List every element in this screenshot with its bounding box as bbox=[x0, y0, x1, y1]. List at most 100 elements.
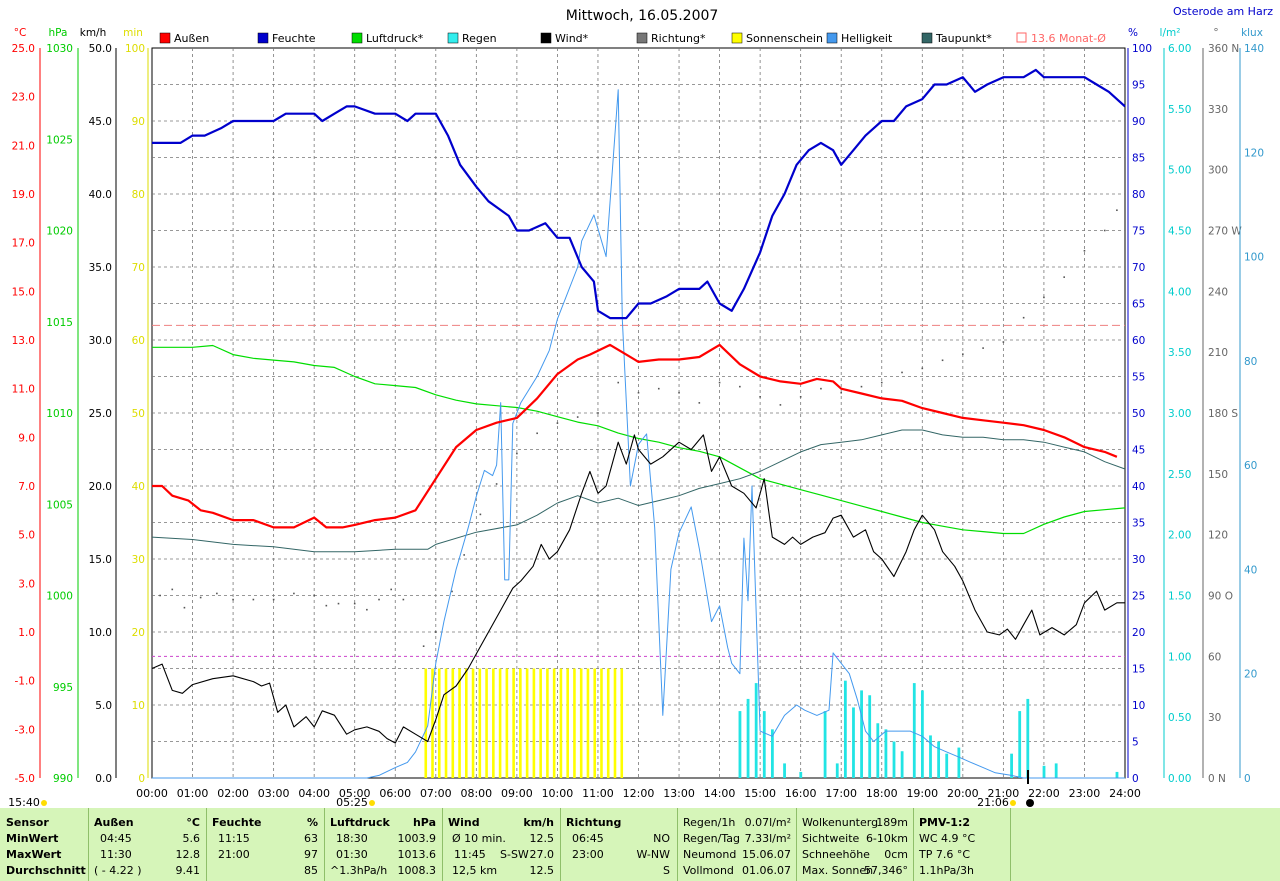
hum-tick-label: 80 bbox=[1132, 189, 1145, 201]
wind-avg10-value: 12.5 bbox=[529, 832, 555, 845]
rain-unit-label: l/m² bbox=[1160, 27, 1181, 39]
axes: 25.0 23.0 21.0 19.0 17.0 15.0 13.0 11.0 9.0 7.0 5.… bbox=[12, 43, 1264, 785]
x-tick-label: 03:00 bbox=[258, 787, 290, 800]
aussen-min-time: 04:45 bbox=[100, 832, 132, 845]
sun-tick-label: 100 bbox=[125, 43, 145, 55]
wind-run: 12,5 km bbox=[452, 864, 498, 877]
wind-tick-label: 35.0 bbox=[89, 262, 112, 274]
pmv-wc: WC 4.9 °C bbox=[919, 832, 976, 845]
sunshine-bar bbox=[620, 668, 624, 778]
summary-wolken: Wolkenunterg 189m Sichtweite 6-10km Schnee… bbox=[802, 808, 910, 881]
regen-1h-value: 0.07l/m² bbox=[744, 816, 791, 829]
x-tick-label: 21:00 bbox=[988, 787, 1020, 800]
hum-tick-label: 100 bbox=[1132, 43, 1152, 55]
direction-point bbox=[718, 381, 721, 384]
sunshine-bar bbox=[498, 668, 502, 778]
legend-item: 13.6 Monat-Ø bbox=[1016, 32, 1106, 45]
sunshine-bar bbox=[485, 668, 488, 778]
dir-tick-label: 60 bbox=[1208, 651, 1221, 663]
sunshine-bar bbox=[539, 668, 542, 778]
legend-label: Regen bbox=[462, 32, 497, 45]
summary-panel: Sensor MinWert MaxWert Durchschnitt Auße… bbox=[0, 808, 1280, 881]
rain-tick-label: 1.50 bbox=[1168, 591, 1191, 603]
feuchte-max-value: 97 bbox=[304, 848, 318, 861]
sunshine-bar bbox=[519, 668, 522, 778]
lux-tick-label: 20 bbox=[1244, 669, 1257, 681]
x-tick-label: 14:00 bbox=[704, 787, 736, 800]
lux-tick-label: 0 bbox=[1244, 773, 1251, 785]
wind-tick-label: 25.0 bbox=[89, 408, 112, 420]
legend-label: Richtung* bbox=[651, 32, 706, 45]
rain-bar bbox=[957, 747, 961, 778]
temp-tick-label: 25.0 bbox=[12, 43, 35, 55]
aussen-unit: °C bbox=[186, 816, 200, 829]
direction-point bbox=[463, 554, 465, 556]
summary-sensor: Sensor MinWert MaxWert Durchschnitt bbox=[6, 808, 86, 881]
series-line-wind bbox=[151, 434, 1125, 744]
legend-item: Luftdruck* bbox=[351, 32, 424, 45]
dir-tick-label: 330 bbox=[1208, 104, 1228, 116]
temp-tick-label: -5.0 bbox=[15, 773, 36, 785]
hum-tick-label: 60 bbox=[1132, 335, 1145, 347]
x-tick-label: 09:00 bbox=[501, 787, 533, 800]
temp-tick-label: 9.0 bbox=[18, 432, 35, 444]
direction-point bbox=[739, 385, 741, 388]
luftdruck-avg-value: 1008.3 bbox=[397, 864, 437, 877]
hum-tick-label: 45 bbox=[1132, 445, 1145, 457]
wind-tick-label: 50.0 bbox=[89, 43, 112, 55]
rain-bar bbox=[1026, 698, 1030, 778]
sunshine-bar bbox=[525, 668, 529, 778]
legend-swatch bbox=[447, 32, 459, 44]
direction-point bbox=[402, 598, 405, 601]
direction-point bbox=[1022, 316, 1025, 319]
hum-tick-label: 40 bbox=[1132, 481, 1145, 493]
sun-tick-label: 30 bbox=[132, 554, 145, 566]
wind-max-time: 11:45 bbox=[454, 848, 486, 861]
sunshine-bar bbox=[444, 668, 448, 778]
direction-point bbox=[1116, 209, 1118, 212]
hum-tick-label: 30 bbox=[1132, 554, 1145, 566]
legend-swatch bbox=[257, 32, 269, 44]
legend-item: Wind* bbox=[540, 32, 589, 45]
legend-item: Feuchte bbox=[257, 32, 316, 45]
direction-point bbox=[479, 513, 482, 516]
hum-tick-label: 90 bbox=[1132, 116, 1145, 128]
sunshine-bar bbox=[431, 668, 434, 778]
direction-point bbox=[556, 422, 559, 424]
wind-max-value: 27.0 bbox=[529, 848, 555, 861]
dir-tick-label: 0 N bbox=[1208, 773, 1226, 785]
regen-tag-value: 7.33l/m² bbox=[744, 832, 791, 845]
rain-bar bbox=[754, 683, 758, 778]
rain-tick-label: 4.50 bbox=[1168, 226, 1191, 238]
lux-tick-label: 40 bbox=[1244, 564, 1257, 576]
sunshine-bar bbox=[512, 668, 515, 778]
legend-swatch bbox=[351, 32, 363, 44]
series-line-helligkeit bbox=[152, 89, 1125, 779]
legend-label: Luftdruck* bbox=[366, 32, 424, 45]
direction-point bbox=[199, 596, 202, 599]
direction-point bbox=[860, 385, 863, 388]
sensor-title: Sensor bbox=[6, 816, 49, 829]
direction-point bbox=[617, 381, 620, 384]
lux-unit-label: klux bbox=[1241, 27, 1263, 39]
feuchte-unit: % bbox=[306, 816, 318, 829]
axis-units: °C hPa km/h min% l/m² ° klux bbox=[14, 27, 1263, 39]
summary-regen: Regen/1h 0.07l/m² Regen/Tag 7.33l/m² Neumo… bbox=[683, 808, 793, 881]
sunset-marker bbox=[1010, 800, 1016, 806]
sunshine-bar bbox=[606, 668, 610, 778]
rain-bar bbox=[762, 711, 766, 778]
legend-label: 13.6 Monat-Ø bbox=[1031, 32, 1106, 45]
rain-tick-label: 1.00 bbox=[1168, 651, 1191, 663]
direction-point bbox=[171, 588, 174, 591]
direction-point bbox=[597, 412, 599, 414]
summary-pmv: PMV-1:2 WC 4.9 °C TP 7.6 °C 1.1hPa/3h bbox=[919, 808, 1009, 881]
direction-point bbox=[434, 631, 437, 633]
richtung-title: Richtung bbox=[566, 816, 622, 829]
series-line-feuchte bbox=[152, 68, 1126, 320]
sun-tick-label: 0 bbox=[138, 773, 145, 785]
sunrise-marker bbox=[369, 800, 375, 806]
sun-tick-label: 70 bbox=[132, 262, 145, 274]
rain-bar bbox=[876, 723, 880, 778]
hum-tick-label: 70 bbox=[1132, 262, 1145, 274]
direction-point bbox=[820, 387, 822, 390]
